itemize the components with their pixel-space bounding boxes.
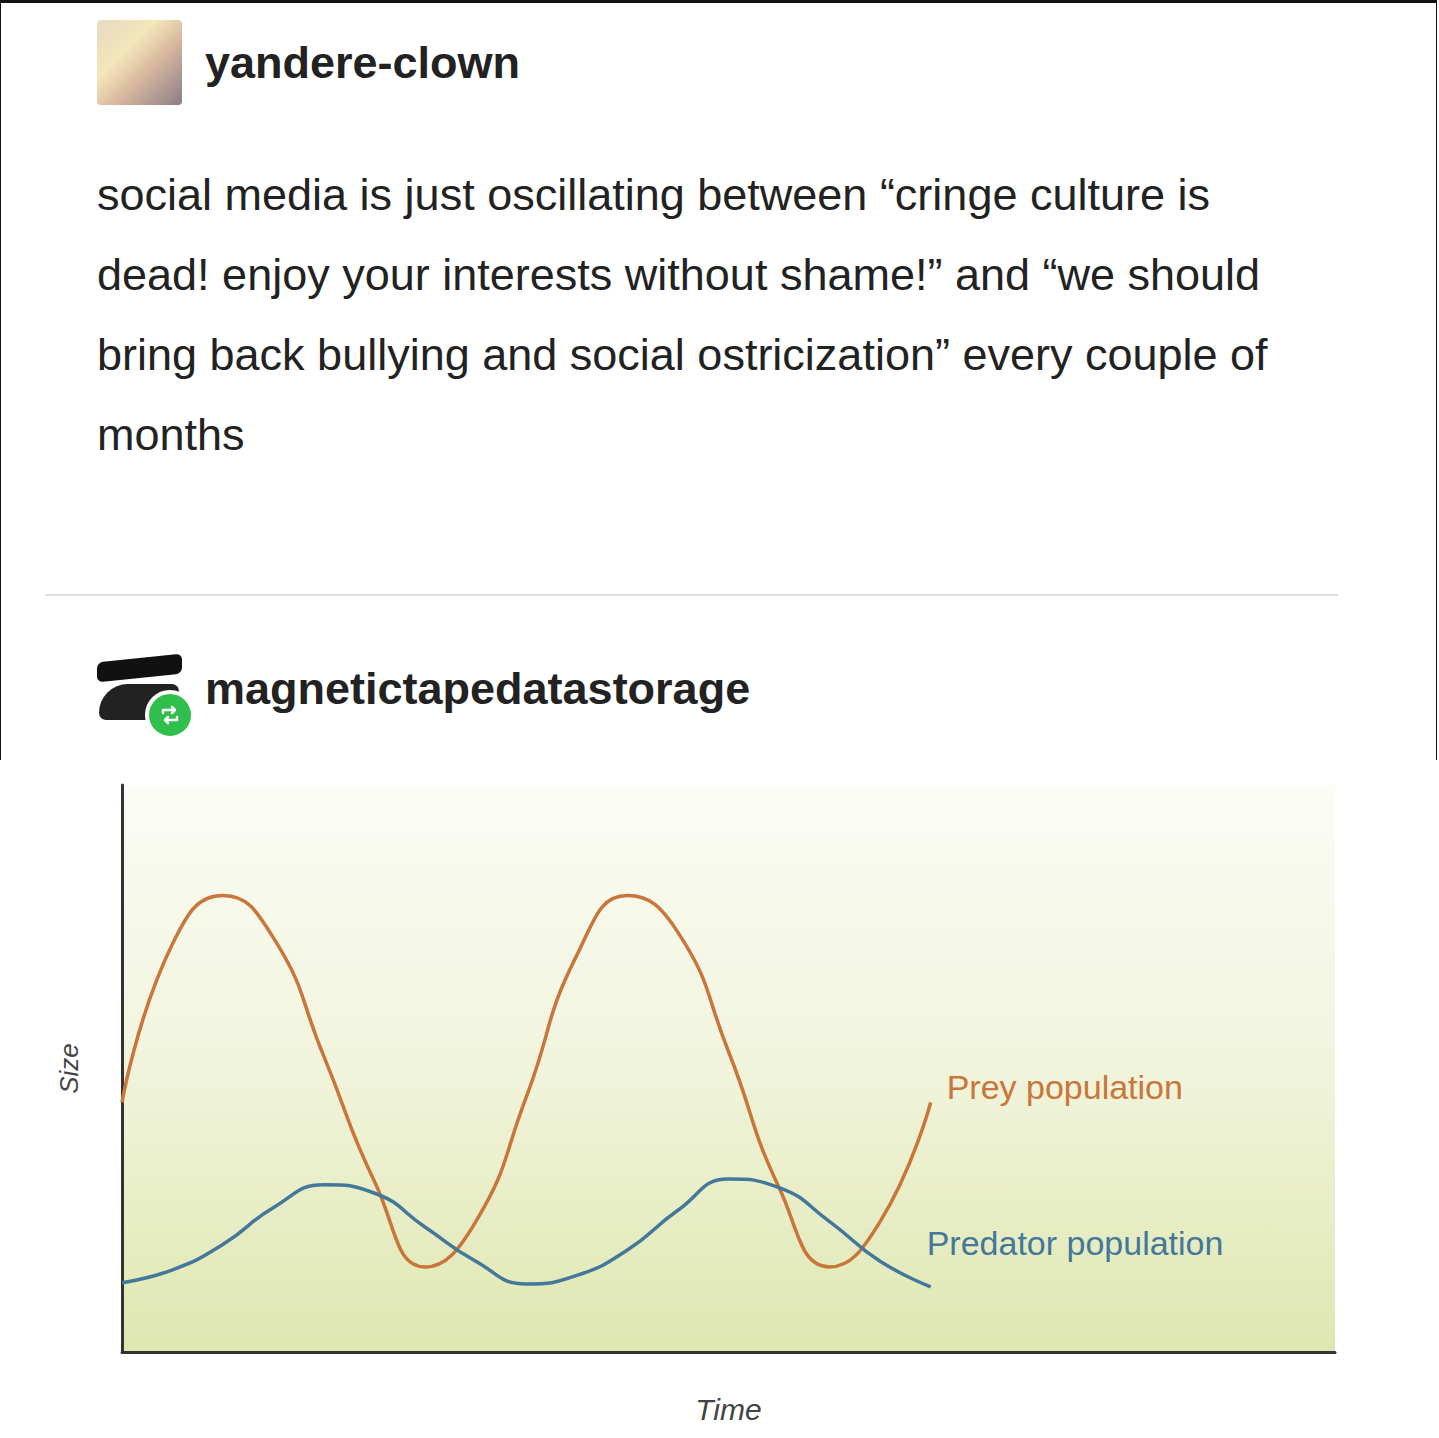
html-text:social media is just oscillati: social media is just oscillating between… <box>97 169 1268 460</box>
svg-text:Size: Size <box>54 1043 84 1094</box>
html-text:yandere-clown: yandere-clown <box>205 37 521 88</box>
svg-text:Time: Time <box>695 1393 761 1426</box>
svg-text:Predator population: Predator population <box>927 1224 1224 1262</box>
html-text:magnetictapedatastorage: magnetictapedatastorage <box>205 663 751 714</box>
svg-text:Prey population: Prey population <box>947 1068 1183 1106</box>
